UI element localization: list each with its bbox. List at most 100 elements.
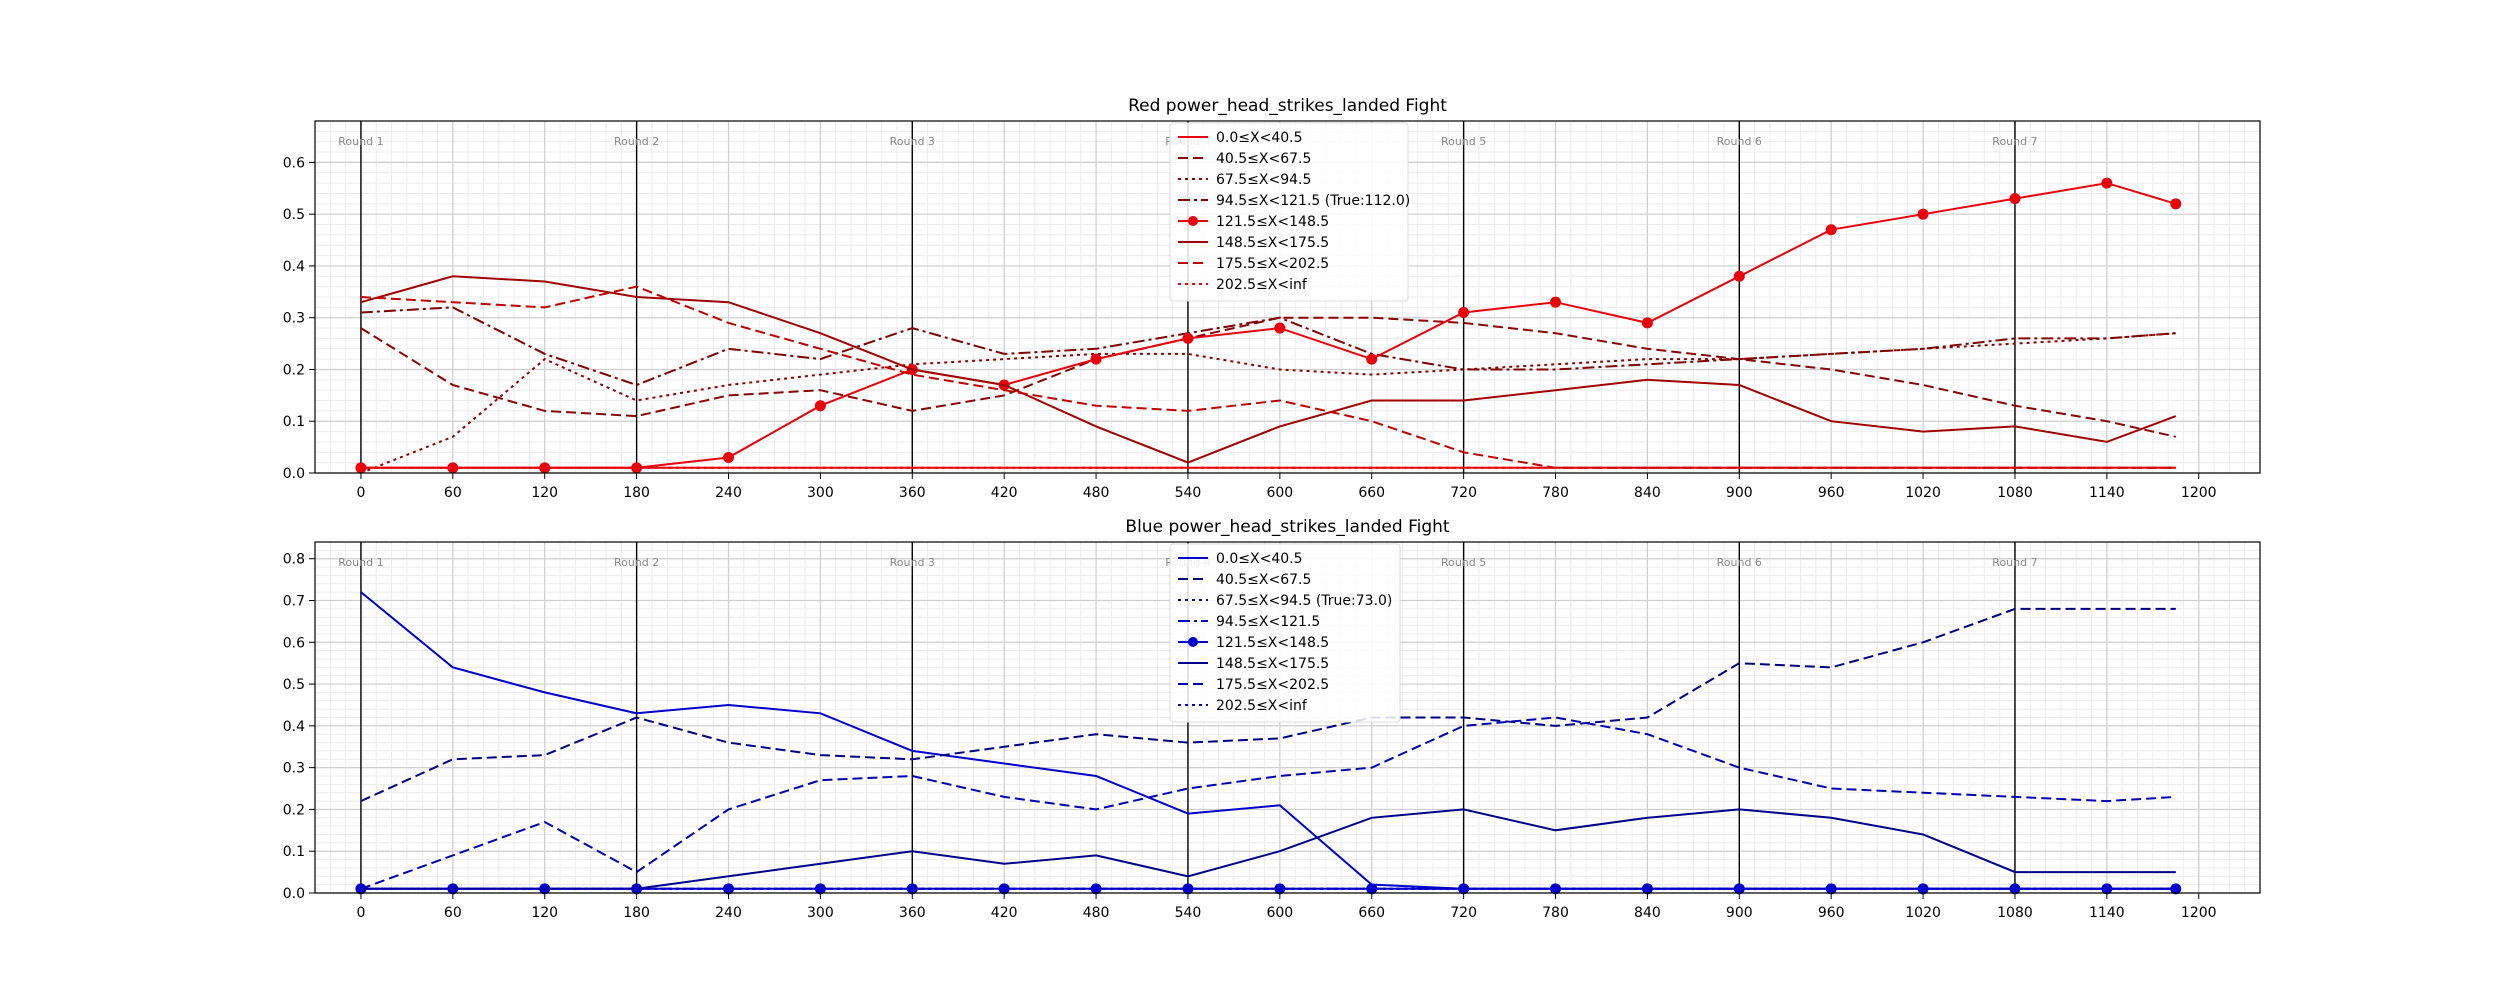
legend-entry: 175.5≤X<202.5 [1216,256,1329,272]
chart-title: Blue power_head_strikes_landed Fight [1125,517,1449,537]
series-point [1733,883,1745,895]
y-tick-label: 0.6 [283,155,305,171]
legend-marker [1188,216,1198,226]
blue-chart: 0 60 120 180 240 300 360 420 480 540 600 660 720 780 8… [283,517,2261,921]
x-tick-label: 840 [1634,485,1661,501]
series-point [906,883,918,895]
legend-entry: 94.5≤X<121.5 [1216,614,1320,630]
x-tick-label: 300 [807,905,834,921]
x-tick-label: 60 [444,485,462,501]
x-tick-label: 420 [991,905,1018,921]
axes-frame [314,541,2261,894]
x-tick-label: 960 [1818,905,1845,921]
round-label: Round 7 [1992,135,2037,148]
series-point [1090,353,1102,365]
x-tick-label: 360 [899,905,926,921]
legend-box [1169,122,1409,302]
red-chart: 0 60 120 180 240 300 360 420 480 540 600 660 720 780 8… [283,96,2261,501]
legend-entry: 148.5≤X<175.5 [1216,656,1329,672]
chart-title: Red power_head_strikes_landed Fight [1128,96,1447,116]
series-point [1458,307,1470,319]
series-point [1641,317,1653,329]
y-tick-label: 0.7 [283,594,305,610]
round-label: Round 3 [890,135,935,148]
series-point [1825,224,1837,236]
y-tick-label: 0.2 [283,362,305,378]
y-tick-label: 0.1 [283,414,305,430]
series-point [2101,177,2113,189]
y-tick-label: 0.0 [283,466,305,482]
series-line [360,306,2176,387]
round-label: Round 3 [890,556,935,569]
x-tick-label: 660 [1358,485,1385,501]
series-point [1733,270,1745,282]
round-label: Round 1 [338,135,383,148]
x-tick-label: 420 [991,485,1018,501]
y-tick-label: 0.6 [283,635,305,651]
series-point [723,883,735,895]
legend-box [1169,543,1401,723]
legend-marker [1188,637,1198,647]
round-label: Round 6 [1717,556,1762,569]
x-tick-label: 1080 [1997,905,2033,921]
x-tick-label: 1020 [1905,905,1941,921]
y-tick-label: 0.0 [283,886,305,902]
legend-entry: 0.0≤X<40.5 [1216,551,1303,567]
x-tick-label: 840 [1634,905,1661,921]
series-line [360,808,2176,890]
x-tick-label: 540 [1175,485,1202,501]
series-point [2170,198,2182,210]
series-point [1458,883,1470,895]
y-tick-label: 0.8 [283,552,305,568]
x-tick-label: 1140 [2089,485,2125,501]
x-tick-label: 120 [531,905,558,921]
series-point [1917,208,1929,220]
series-point [1182,332,1194,344]
x-tick-label: 1140 [2089,905,2125,921]
series-point [723,451,735,463]
x-tick-label: 300 [807,485,834,501]
series-point [1366,353,1378,365]
round-label: Round 5 [1441,556,1486,569]
legend-entry: 148.5≤X<175.5 [1216,235,1329,251]
series-line [360,285,2176,469]
x-tick-label: 780 [1542,905,1569,921]
series-point [1550,296,1562,308]
x-tick-label: 540 [1175,905,1202,921]
series-point [814,400,826,412]
y-tick-label: 0.3 [283,761,305,777]
round-label: Round 7 [1992,556,2037,569]
y-tick-label: 0.5 [283,677,305,693]
x-tick-label: 0 [356,905,365,921]
x-tick-label: 1200 [2181,485,2217,501]
x-tick-label: 1080 [1997,485,2033,501]
x-tick-label: 360 [899,485,926,501]
x-tick-label: 480 [1083,905,1110,921]
series-point [998,883,1010,895]
x-tick-label: 480 [1083,485,1110,501]
x-tick-label: 1020 [1905,485,1941,501]
x-tick-label: 780 [1542,485,1569,501]
x-tick-label: 600 [1266,485,1293,501]
legend-entry: 121.5≤X<148.5 [1216,635,1329,651]
x-tick-label: 120 [531,485,558,501]
x-tick-label: 180 [623,485,650,501]
legend-entry: 40.5≤X<67.5 [1216,151,1311,167]
x-tick-label: 1200 [2181,905,2217,921]
series-line [360,607,2176,803]
legend-entry: 40.5≤X<67.5 [1216,572,1311,588]
series-point [814,883,826,895]
y-tick-label: 0.5 [283,207,305,223]
axes-frame [314,120,2261,474]
x-tick-label: 960 [1818,485,1845,501]
round-label: Round 1 [338,556,383,569]
series-point [1550,883,1562,895]
y-tick-label: 0.2 [283,802,305,818]
legend-entry: 175.5≤X<202.5 [1216,677,1329,693]
round-label: Round 2 [614,135,659,148]
legend-entry: 121.5≤X<148.5 [1216,214,1329,230]
y-tick-label: 0.4 [283,719,305,735]
x-tick-label: 60 [444,905,462,921]
legend-entry: 94.5≤X<121.5 (True:112.0) [1216,193,1410,209]
x-tick-label: 900 [1726,485,1753,501]
